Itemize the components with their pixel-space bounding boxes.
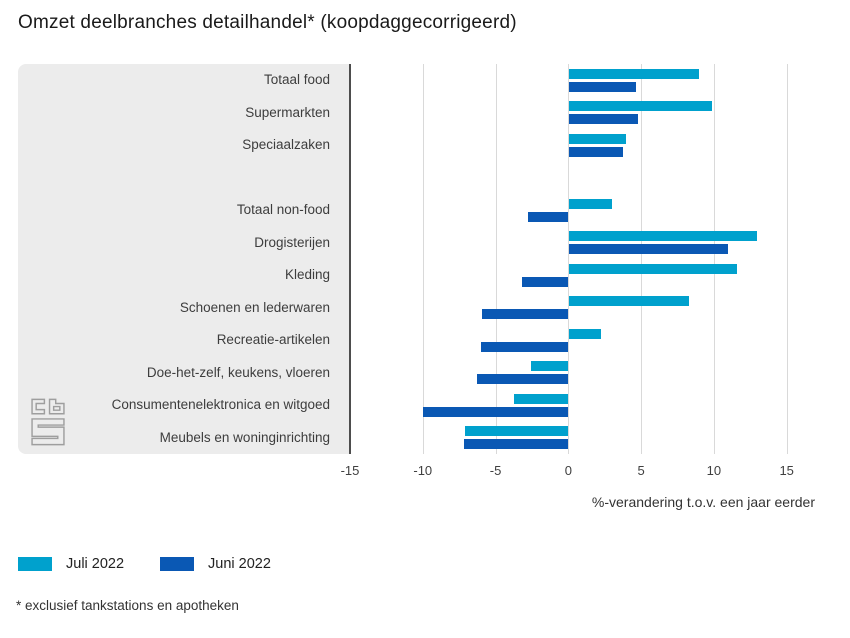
legend-item-juni-2022[interactable]: Juni 2022	[160, 556, 271, 572]
category-label: Consumentenelektronica en witgoed	[111, 397, 330, 412]
bar-juni-2022	[569, 114, 638, 125]
plot-area	[350, 64, 845, 454]
category-label: Kleding	[284, 267, 330, 282]
bar-juli-2022	[514, 393, 569, 404]
bar-juli-2022	[569, 296, 689, 307]
bar-juni-2022	[521, 276, 569, 287]
category-label: Recreatie-artikelen	[216, 332, 330, 347]
category-axis-line	[349, 64, 351, 454]
page-title: Omzet deelbranches detailhandel* (koopda…	[18, 12, 517, 33]
bar-juni-2022	[482, 309, 569, 320]
bar-juni-2022	[463, 439, 569, 450]
chart-canvas: Totaal food Supermarkten Speciaalzaken Tota…	[18, 64, 845, 454]
legend-label: Juni 2022	[208, 556, 271, 572]
x-tick-label: 15	[779, 463, 794, 478]
category-label: Supermarkten	[245, 104, 330, 120]
legend: Juli 2022 Juni 2022	[18, 556, 271, 572]
x-tick-label: 0	[564, 463, 572, 478]
bar-juni-2022	[422, 406, 569, 417]
x-tick-label: 10	[706, 463, 722, 478]
gridline-10	[713, 64, 715, 454]
gridline--10	[422, 64, 424, 454]
category-label-panel	[18, 64, 350, 454]
legend-label: Juli 2022	[66, 556, 125, 572]
x-axis-title: %-verandering t.o.v. een jaar eerder	[591, 494, 815, 510]
bar-juli-2022	[569, 101, 712, 112]
x-tick-label: 5	[637, 463, 645, 478]
bar-juni-2022	[569, 81, 637, 92]
gridline-15	[786, 64, 788, 454]
gridline-0	[568, 64, 570, 454]
category-label: Totaal food	[263, 72, 330, 87]
legend-swatch	[18, 557, 52, 571]
legend-swatch	[160, 557, 195, 571]
bar-juli-2022	[569, 231, 758, 242]
gridline--5	[495, 64, 497, 454]
category-label: Schoenen en lederwaren	[179, 299, 330, 315]
bar-juli-2022	[569, 133, 627, 144]
bar-juni-2022	[569, 244, 728, 255]
x-tick-label: -15	[340, 463, 360, 478]
x-tick-label: -10	[413, 463, 433, 478]
legend-item-juli-2022[interactable]: Juli 2022	[18, 556, 124, 572]
x-tick-label: -5	[489, 463, 502, 478]
bar-juli-2022	[569, 68, 699, 79]
category-label: Speciaalzaken	[242, 137, 330, 152]
bar-juni-2022	[476, 374, 569, 385]
cbs-logo-icon	[31, 398, 65, 446]
bar-juli-2022	[464, 426, 569, 437]
gridline-5	[641, 64, 643, 454]
category-label: Doe-het-zelf, keukens, vloeren	[146, 364, 330, 380]
bar-juli-2022	[569, 263, 737, 274]
footnote: * exclusief tankstations en apotheken	[16, 598, 239, 613]
bar-juni-2022	[481, 341, 569, 352]
category-label: Totaal non-food	[236, 202, 330, 217]
bar-juli-2022	[569, 328, 602, 339]
bar-juni-2022	[569, 146, 624, 157]
bar-juli-2022	[569, 198, 612, 209]
bar-juli-2022	[530, 361, 569, 372]
category-label: Drogisterijen	[254, 234, 330, 250]
category-label: Meubels en woninginrichting	[159, 429, 330, 445]
bar-juni-2022	[527, 211, 569, 222]
